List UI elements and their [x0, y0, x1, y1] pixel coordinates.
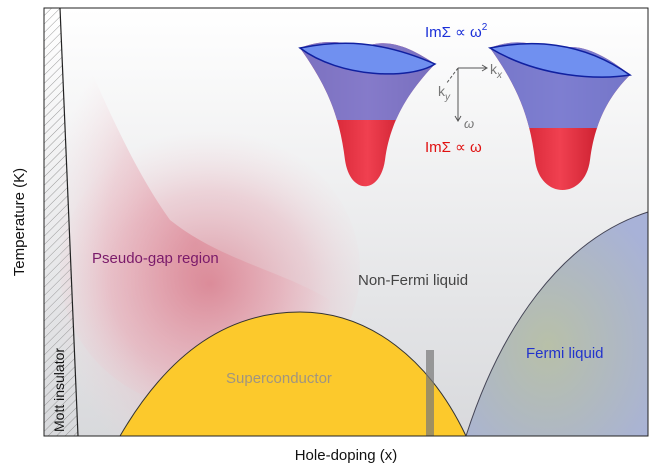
critical-bar — [426, 350, 434, 436]
x-axis-label: Hole-doping (x) — [295, 447, 398, 464]
plot-frame — [43, 7, 649, 437]
cone-left-rim — [298, 42, 437, 75]
kx-label: kx — [490, 61, 503, 81]
non-fermi-label: Non-Fermi liquid — [358, 272, 468, 289]
pseudogap-label: Pseudo-gap region — [92, 250, 219, 267]
fermi-label: Fermi liquid — [526, 345, 604, 362]
k-axes — [445, 64, 488, 122]
superconductor-label: Superconductor — [226, 370, 332, 387]
fermi-region — [465, 211, 649, 437]
cone-right-rim — [487, 42, 632, 78]
y-axis-label: Temperature (K) — [11, 168, 28, 276]
omega-label: ω — [464, 116, 474, 131]
mott-region — [44, 8, 78, 436]
mott-boundary — [59, 7, 79, 437]
ky-label: ky — [438, 83, 451, 103]
red-formula: ImΣ ∝ ω — [425, 139, 482, 156]
mott-label: Mott insulator — [51, 348, 67, 432]
blue-formula: ImΣ ∝ ω2 — [425, 22, 488, 41]
